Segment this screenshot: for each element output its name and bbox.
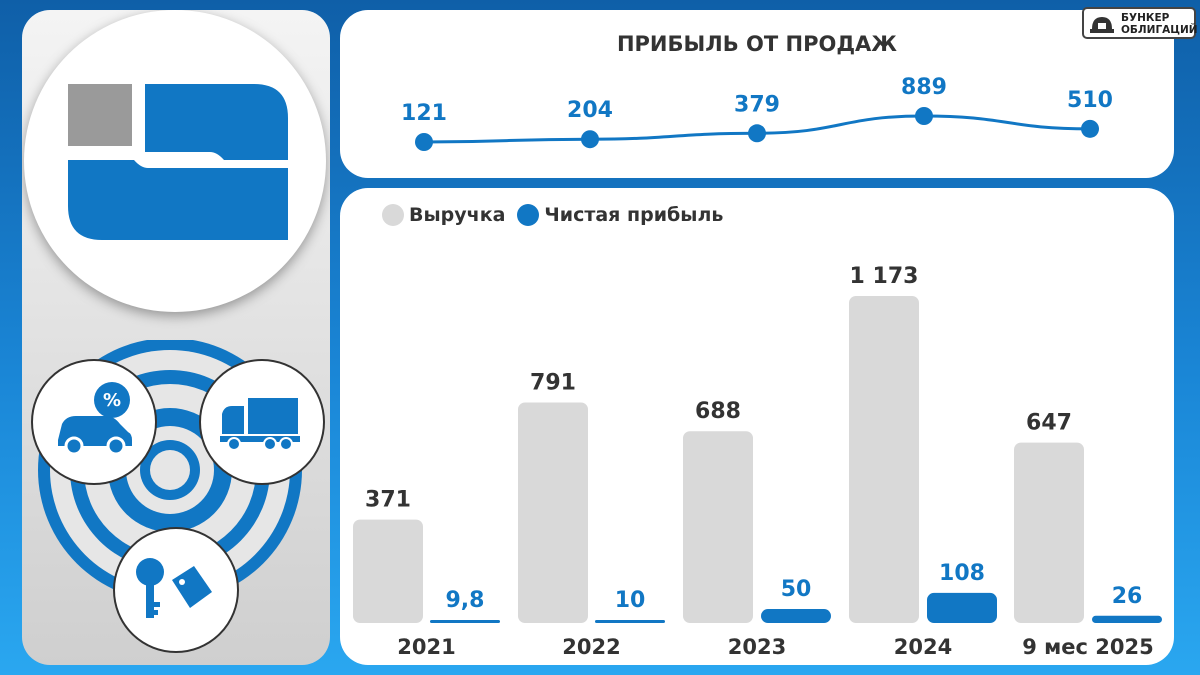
revenue-bar [683, 431, 753, 623]
profit-label: 9,8 [446, 588, 485, 613]
profit-panel: ПРИБЫЛЬ ОТ ПРОДАЖ 121 204 379 889 510 [340, 10, 1174, 178]
line-point [748, 124, 766, 143]
line-point-label: 204 [567, 98, 613, 123]
revenue-label: 647 [1026, 411, 1072, 436]
bar-chart: 371 791 688 1 173 647 9,8 10 50 108 26 2021 2022 202… [353, 264, 1162, 659]
profit-bar [927, 592, 997, 623]
profit-label: 50 [781, 577, 812, 602]
profit-label: 26 [1112, 584, 1143, 609]
category-label: 2022 [562, 635, 620, 659]
profit-label: 108 [939, 561, 985, 586]
profit-bar [430, 620, 500, 623]
profit-label: 10 [615, 588, 646, 613]
legend-label-profit: Чистая прибыль [544, 204, 724, 226]
keys-icon [113, 527, 239, 653]
revenue-label: 371 [365, 488, 411, 513]
brand-badge: БУНКЕР ОБЛИГАЦИЙ [1082, 7, 1198, 39]
chart-title: ПРИБЫЛЬ ОТ ПРОДАЖ [616, 32, 898, 56]
car-percent-icon: % [31, 359, 157, 485]
revenue-panel: Выручка Чистая прибыль 371 791 688 1 173 647… [340, 188, 1174, 665]
category-label: 2021 [397, 635, 455, 659]
brand-line2: ОБЛИГАЦИЙ [1121, 24, 1198, 36]
line-point [581, 130, 599, 149]
legend-item-revenue: Выручка [382, 204, 505, 226]
line-point-label: 379 [734, 92, 780, 117]
revenue-label: 688 [695, 399, 741, 424]
profit-bar [595, 620, 665, 623]
line-point-label: 889 [901, 75, 947, 100]
legend-swatch-profit [517, 204, 540, 226]
svg-text:%: % [103, 390, 121, 411]
legend-label-revenue: Выручка [409, 204, 506, 226]
line-chart: 121 204 379 889 510 [401, 75, 1113, 151]
category-label: 2024 [894, 635, 952, 659]
profit-bar [1092, 615, 1162, 623]
line-point [915, 107, 933, 125]
truck-icon [199, 359, 325, 485]
legend: Выручка Чистая прибыль [382, 204, 735, 226]
services-illustration: % [31, 340, 325, 653]
left-panel: % [22, 10, 330, 665]
line-point [415, 133, 433, 151]
category-label: 2023 [728, 635, 786, 659]
bunker-icon [1090, 17, 1114, 33]
profit-bar [761, 609, 831, 623]
revenue-bar [518, 402, 588, 623]
line-point-label: 510 [1067, 88, 1113, 113]
legend-item-profit: Чистая прибыль [517, 204, 723, 226]
revenue-label: 1 173 [850, 264, 919, 289]
category-label: 9 мес 2025 [1022, 635, 1154, 659]
legend-swatch-revenue [382, 204, 404, 226]
revenue-label: 791 [530, 370, 576, 395]
company-logo [24, 10, 326, 312]
line-point [1081, 119, 1099, 138]
brand-line1: БУНКЕР [1121, 12, 1170, 24]
revenue-bar [353, 519, 423, 623]
line-point-label: 121 [401, 101, 447, 126]
revenue-bar [849, 296, 919, 623]
revenue-bar [1014, 442, 1084, 623]
